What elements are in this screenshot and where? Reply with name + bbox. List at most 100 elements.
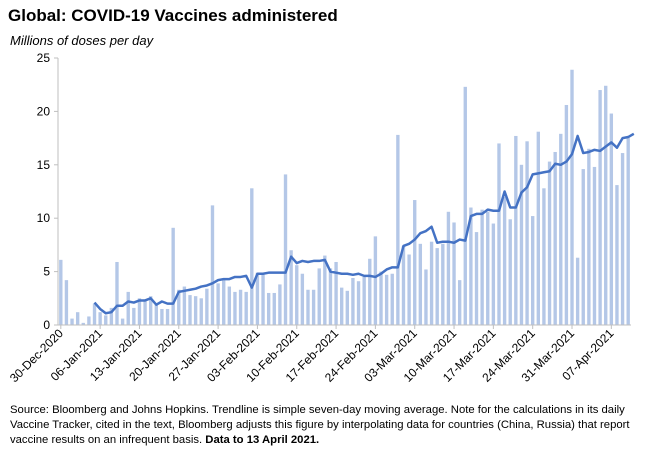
y-tick-label: 25	[37, 51, 51, 65]
bar	[295, 265, 299, 325]
bar	[120, 318, 125, 325]
bar	[238, 289, 243, 325]
bar	[429, 241, 434, 325]
bar	[64, 280, 69, 325]
bar	[480, 209, 484, 325]
bar	[581, 169, 585, 325]
bar	[441, 243, 445, 325]
bar	[205, 288, 209, 325]
bar	[368, 258, 372, 325]
bar	[278, 284, 282, 325]
bar	[474, 232, 479, 325]
bar	[457, 280, 462, 325]
bar	[182, 286, 187, 325]
bar	[323, 255, 327, 325]
bar	[514, 135, 518, 325]
bar	[491, 223, 496, 325]
bar	[210, 205, 215, 325]
bar	[620, 153, 625, 325]
source-note-text: Source: Bloomberg and Johns Hopkins. Tre…	[10, 404, 630, 446]
bar	[604, 85, 608, 326]
bar	[227, 286, 232, 325]
bar	[266, 292, 271, 325]
bar	[553, 151, 557, 325]
bar	[188, 295, 192, 325]
bar	[446, 211, 451, 325]
bar	[536, 131, 540, 325]
bar	[92, 303, 97, 325]
y-tick-label: 10	[37, 211, 51, 225]
bar	[609, 113, 614, 325]
bar	[626, 138, 630, 325]
bar	[463, 86, 467, 325]
bar	[165, 308, 170, 325]
bar	[508, 219, 512, 325]
bar	[306, 289, 310, 325]
bar	[334, 261, 338, 325]
bar	[396, 134, 400, 325]
bar	[575, 257, 580, 325]
bar	[340, 287, 344, 325]
bar	[283, 174, 288, 325]
bar	[407, 254, 411, 325]
bar	[143, 299, 147, 325]
bar	[255, 272, 260, 325]
bar	[413, 200, 417, 325]
bar	[193, 296, 198, 325]
bar	[559, 133, 563, 325]
bar	[615, 185, 619, 325]
bar	[137, 298, 142, 325]
bar	[317, 268, 321, 325]
bar	[570, 69, 574, 325]
bar	[244, 291, 248, 325]
bar	[261, 274, 265, 325]
bar	[362, 276, 366, 325]
bar	[486, 211, 490, 325]
bar	[199, 298, 203, 325]
bar	[149, 296, 153, 325]
bar	[531, 216, 535, 325]
chart-title: Global: COVID-19 Vaccines administered	[8, 6, 338, 25]
y-tick-label: 15	[37, 158, 51, 172]
bar	[250, 188, 254, 325]
bar	[75, 312, 80, 325]
bar	[171, 227, 175, 325]
bar	[390, 273, 394, 325]
bar	[502, 196, 507, 325]
bar	[418, 243, 423, 325]
bar	[519, 164, 524, 325]
bar	[177, 289, 181, 325]
bar	[469, 207, 473, 325]
bar	[115, 261, 119, 325]
bar	[564, 104, 569, 326]
chart-subtitle: Millions of doses per day	[10, 33, 154, 48]
bar	[345, 290, 349, 325]
bar	[216, 283, 220, 325]
bar	[300, 273, 305, 325]
bar	[592, 166, 597, 325]
y-axis-ticks: 0 5 10 15 20 25	[37, 51, 58, 332]
bar-series	[59, 69, 630, 326]
bar	[70, 318, 74, 325]
bar	[98, 312, 102, 325]
bar	[435, 248, 439, 325]
bar	[547, 161, 552, 325]
bar	[160, 308, 164, 325]
bar	[328, 268, 333, 325]
y-tick-label: 20	[37, 104, 51, 118]
bar	[109, 307, 114, 325]
bar	[356, 281, 361, 325]
bar	[379, 271, 383, 325]
y-tick-label: 0	[43, 318, 50, 332]
bar	[542, 188, 546, 325]
bar	[126, 291, 130, 325]
bar	[81, 322, 85, 325]
moving-average-line	[93, 132, 635, 315]
bar	[311, 289, 316, 325]
bar	[587, 148, 591, 325]
vaccine-chart: 0 5 10 15 20 25 30-Dec-202006-Jan-202113-Jan-…	[7, 51, 635, 385]
bar	[233, 291, 237, 325]
bar	[497, 143, 501, 325]
bar	[104, 315, 108, 325]
bar	[452, 222, 456, 325]
